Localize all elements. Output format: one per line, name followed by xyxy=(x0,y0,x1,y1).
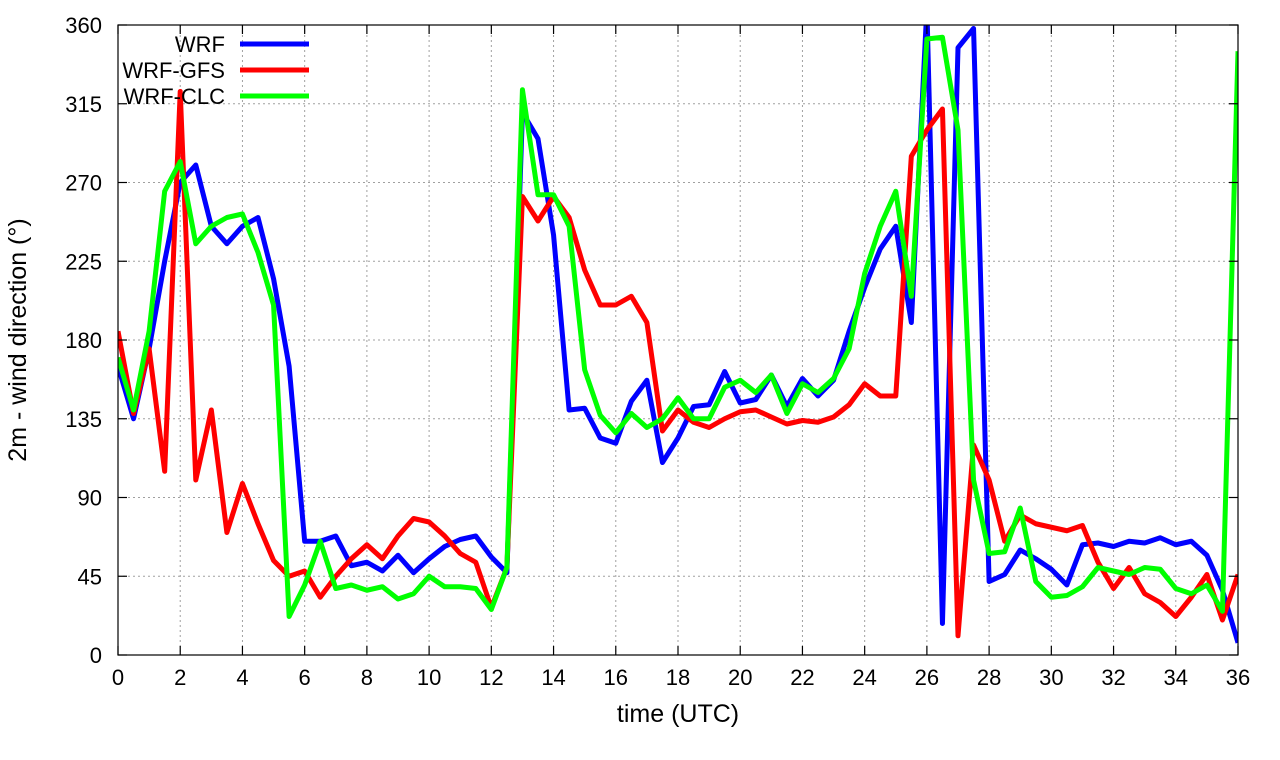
x-tick-label: 32 xyxy=(1101,665,1125,690)
y-tick-label: 45 xyxy=(78,564,102,589)
x-tick-label: 30 xyxy=(1039,665,1063,690)
x-tick-label: 28 xyxy=(977,665,1001,690)
x-tick-label: 26 xyxy=(915,665,939,690)
x-tick-label: 16 xyxy=(604,665,628,690)
x-tick-labels: 0 2 4 6 8 10 12 14 16 18 20 22 24 26 28 30 32 34 36 xyxy=(112,665,1250,690)
x-tick-label: 0 xyxy=(112,665,124,690)
y-tick-label: 0 xyxy=(90,643,102,668)
y-tick-label: 90 xyxy=(78,486,102,511)
x-tick-label: 22 xyxy=(790,665,814,690)
legend-label-wrf-gfs: WRF-GFS xyxy=(122,58,225,83)
x-tick-label: 10 xyxy=(417,665,441,690)
y-tick-label: 135 xyxy=(65,407,102,432)
x-tick-label: 12 xyxy=(479,665,503,690)
legend-label-wrf-clc: WRF-CLC xyxy=(124,84,226,109)
x-tick-label: 4 xyxy=(236,665,248,690)
y-tick-labels: 0 45 90 135 180 225 270 315 360 xyxy=(65,13,102,668)
series-line-wrf-clc xyxy=(118,34,1238,619)
series-line-wrf-gfs xyxy=(118,89,1238,639)
x-axis-title: time (UTC) xyxy=(617,700,739,728)
x-tick-label: 2 xyxy=(174,665,186,690)
x-tick-label: 24 xyxy=(852,665,876,690)
y-tick-label: 360 xyxy=(65,13,102,38)
axis-ticks xyxy=(117,24,1239,656)
y-tick-label: 315 xyxy=(65,92,102,117)
series-line-wrf xyxy=(118,25,1238,644)
y-tick-label: 180 xyxy=(65,328,102,353)
x-tick-label: 14 xyxy=(541,665,565,690)
x-tick-label: 36 xyxy=(1226,665,1250,690)
y-axis-title: 2m - wind direction (°) xyxy=(4,218,32,461)
y-tick-label: 225 xyxy=(65,249,102,274)
y-tick-label: 270 xyxy=(65,171,102,196)
x-tick-label: 34 xyxy=(1164,665,1188,690)
x-tick-label: 8 xyxy=(361,665,373,690)
legend-label-wrf: WRF xyxy=(175,32,225,57)
x-tick-label: 18 xyxy=(666,665,690,690)
x-tick-label: 6 xyxy=(299,665,311,690)
x-tick-label: 20 xyxy=(728,665,752,690)
series-lines xyxy=(118,25,1238,644)
